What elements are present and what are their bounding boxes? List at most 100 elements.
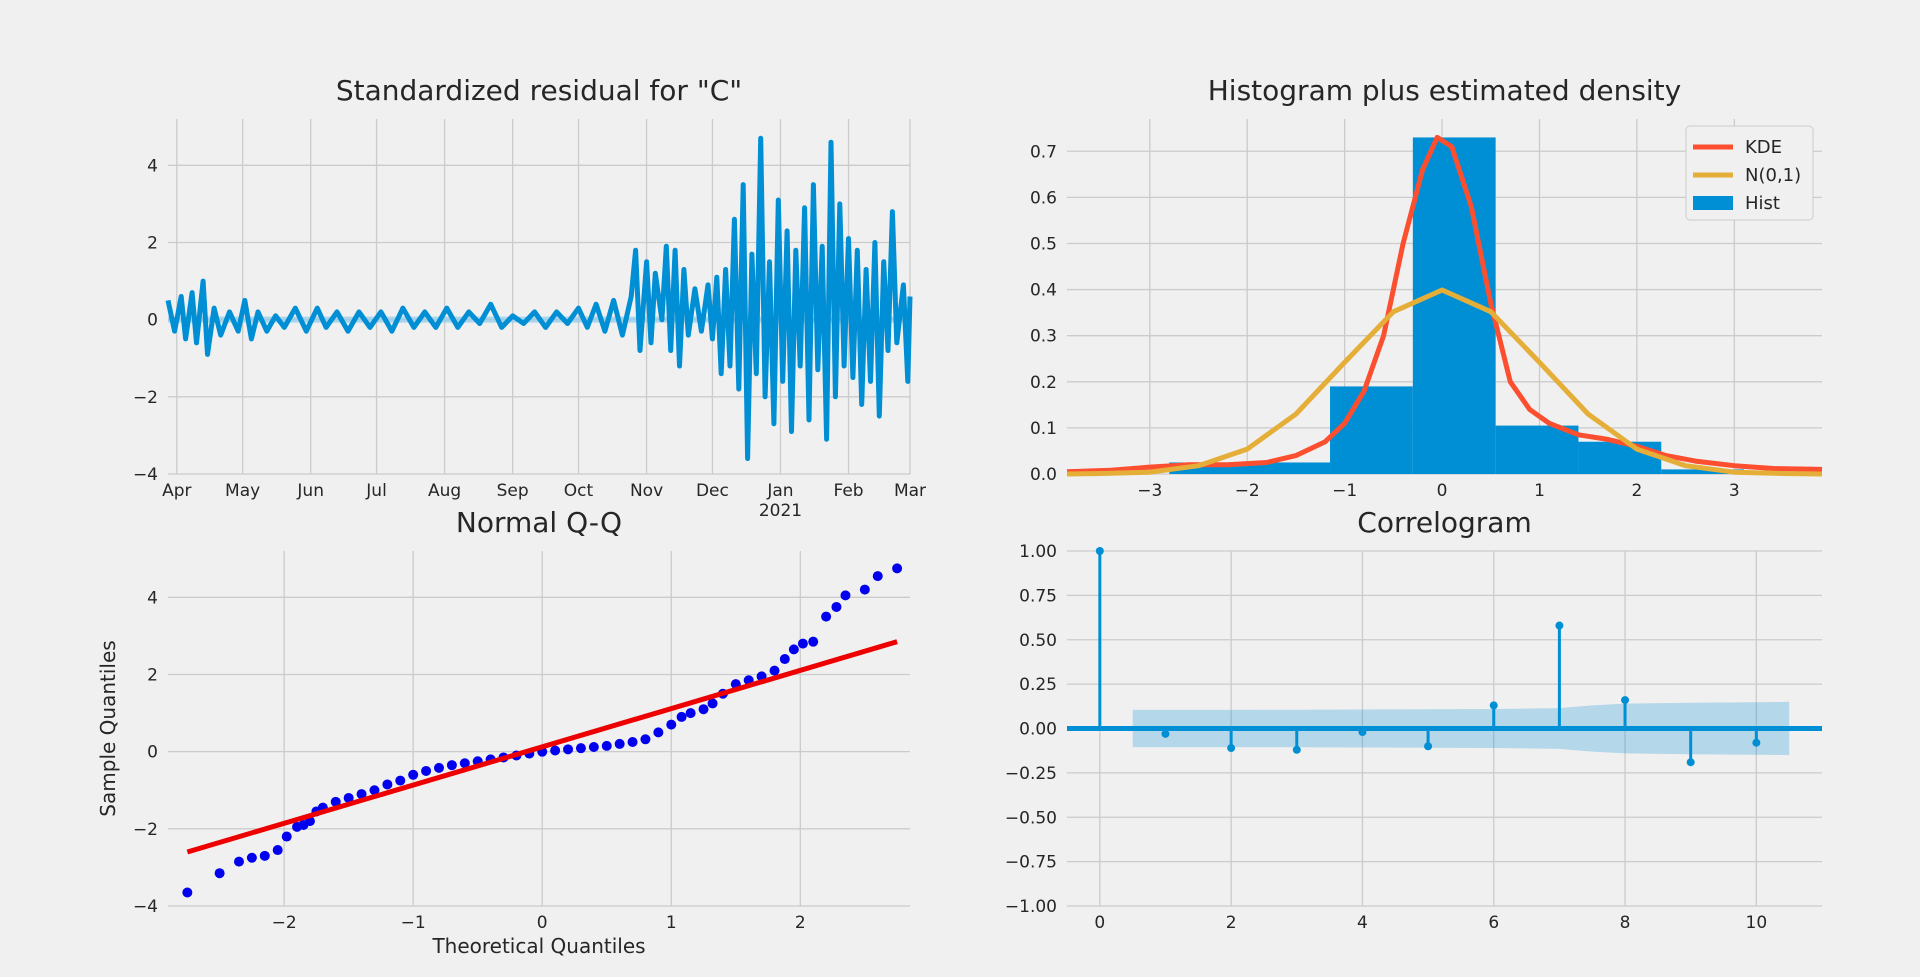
qq-point [797,638,808,649]
x-tick-label: 6 [1488,913,1499,933]
qq-point [653,727,664,738]
legend-label: KDE [1745,137,1782,158]
qq-point [182,887,193,898]
qq-point [821,611,832,622]
qq-point [601,740,612,751]
qq-point [808,636,819,647]
chart-title: Standardized residual for "C" [336,74,742,107]
qq-point [259,850,270,861]
acf-marker [1161,729,1170,738]
qq-point [698,704,709,715]
x-tick-label: Jul [365,481,387,501]
qq-point [550,745,561,756]
x-tick-label: 2 [795,913,806,933]
qq-point [831,601,842,612]
qq-point [892,563,903,574]
qq-point [575,743,586,754]
qq-point [685,708,696,719]
qq-point [446,760,457,771]
qq-point [433,762,444,773]
chart-title: Histogram plus estimated density [1208,74,1681,107]
x-tick-label: 2 [1631,481,1642,501]
acf-marker [1555,621,1564,630]
y-tick-label: −0.75 [1005,853,1057,873]
x-tick-label: 2 [1226,913,1237,933]
qq-point [614,738,625,749]
qq-point [421,765,432,776]
y-tick-label: 0 [147,311,158,331]
qq-point [214,868,225,879]
x-tick-label: Apr [162,481,191,501]
y-tick-label: 2 [147,233,158,253]
y-tick-label: 0.75 [1019,586,1057,606]
qq-point [233,856,244,867]
reference-line [186,639,898,855]
qq-point [330,796,341,807]
qq-point [395,775,406,786]
y-tick-label: 0.1 [1030,419,1057,439]
qq-point [640,734,651,745]
x-tick-label: −1 [1332,481,1357,501]
y-tick-label: 4 [147,156,158,176]
kde-line [1066,134,1823,475]
x-tick-label: Oct [564,481,594,501]
qq-point [246,852,257,863]
y-tick-label: 0.7 [1030,142,1057,162]
y-tick-label: −2 [133,820,158,840]
legend-label: N(0,1) [1745,165,1801,186]
y-tick-label: −0.50 [1005,808,1057,828]
year-label: 2021 [759,501,802,521]
acf-marker [1227,744,1236,753]
histogram-bar [1330,386,1413,474]
x-tick-label: Nov [630,481,663,501]
y-tick-label: 0.00 [1019,720,1057,740]
legend-label: Hist [1745,193,1780,214]
x-tick-label: Dec [696,481,729,501]
x-tick-label: 1 [666,913,677,933]
acf-marker [1424,742,1433,751]
acf-marker [1292,745,1301,754]
acf-marker [1686,758,1695,767]
y-tick-label: 0.2 [1030,373,1057,393]
x-tick-label: Mar [894,481,926,501]
acf-marker [1358,728,1367,737]
acf-marker [1621,696,1630,705]
acf-marker [1752,738,1761,747]
residual-series-line [165,135,913,462]
x-tick-label: −3 [1137,481,1162,501]
x-axis-label: Theoretical Quantiles [431,934,645,958]
y-tick-label: −0.25 [1005,764,1057,784]
y-tick-label: 0.50 [1019,631,1057,651]
y-tick-label: 0.25 [1019,675,1057,695]
qq-point [627,737,638,748]
histogram-bar [1169,462,1331,474]
y-tick-label: 0.3 [1030,327,1057,347]
y-tick-label: −2 [133,388,158,408]
qq-point [369,785,380,796]
chart-title: Correlogram [1357,506,1531,539]
legend: KDE N(0,1) Hist [1685,125,1814,221]
y-tick-label: 0.6 [1030,188,1057,208]
qq-point [676,711,687,722]
x-tick-label: Jun [296,481,324,501]
chart-title: Normal Q-Q [456,506,622,539]
y-tick-label: 0.4 [1030,281,1057,301]
x-tick-label: −2 [1235,481,1260,501]
histogram-bar [1495,425,1579,474]
qq-point [872,571,883,582]
acf-marker [1489,701,1498,710]
x-tick-label: 8 [1620,913,1631,933]
histogram-panel: Histogram plus estimated density 0.0 0.1 0.… [1030,74,1823,501]
qq-point [779,654,790,665]
x-tick-label: Feb [833,481,863,501]
correlogram-panel: Correlogram −1.00 −0.75 −0.50 −0.25 0.00 0.25 0… [1005,506,1822,933]
y-tick-label: −1.00 [1005,897,1057,917]
qq-point [459,758,470,769]
qq-point [788,644,799,655]
x-tick-label: 0 [1094,913,1105,933]
normal-density-line [1066,287,1823,477]
y-tick-label: 0.0 [1030,465,1057,485]
x-tick-label: 0 [1437,481,1448,501]
qq-point [769,665,780,676]
histogram-bar [1661,469,1745,474]
